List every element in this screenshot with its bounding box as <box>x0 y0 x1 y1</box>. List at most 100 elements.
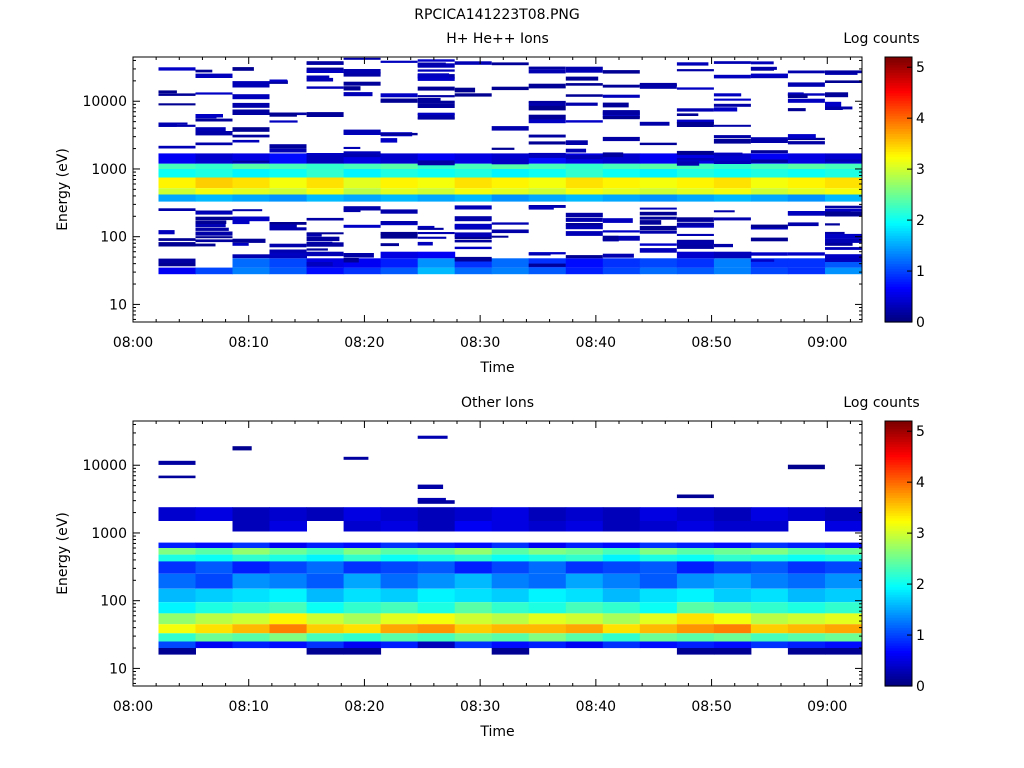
heatmap-cell <box>676 602 715 614</box>
heatmap-cell <box>158 633 196 642</box>
sparse-cell <box>676 244 714 249</box>
colorbar-step <box>885 489 912 493</box>
heatmap-cell <box>750 194 789 202</box>
heatmap-cell <box>787 548 826 555</box>
heatmap-cell <box>676 507 715 521</box>
colorbar-step <box>885 243 912 247</box>
colorbar-step <box>885 632 912 636</box>
heatmap-cell <box>269 573 307 589</box>
heatmap-cell <box>676 633 715 642</box>
sparse-cell <box>417 236 447 239</box>
sparse-cell <box>528 83 566 89</box>
heatmap-cell <box>825 194 863 202</box>
sparse-cell <box>195 69 213 73</box>
heatmap-cell <box>158 177 196 189</box>
sparse-cell <box>306 236 340 242</box>
sparse-cell <box>528 263 566 267</box>
heatmap-cell <box>380 613 419 625</box>
colorbar-step <box>885 421 912 425</box>
sparse-cell <box>232 127 270 132</box>
colorbar-step <box>885 230 912 234</box>
heatmap-cell <box>491 163 530 169</box>
sparse-cell <box>417 86 455 91</box>
colorbar-step <box>885 680 912 685</box>
colorbar-step <box>885 227 912 231</box>
heatmap-cell <box>528 573 567 589</box>
sparse-cell <box>417 241 433 246</box>
sparse-cell <box>491 222 529 225</box>
heatmap-cell <box>306 573 345 589</box>
heatmap-cell <box>639 573 678 589</box>
heatmap-cell <box>417 548 456 555</box>
sparse-cell <box>565 148 587 153</box>
heatmap-cell <box>232 194 270 202</box>
colorbar-step <box>885 612 912 616</box>
sparse-cell <box>454 246 492 250</box>
heatmap-cell <box>565 548 604 555</box>
colorbar-step <box>885 614 912 618</box>
sparse-cell <box>343 456 369 460</box>
heatmap-cell <box>713 602 752 614</box>
colorbar-tick-label: 1 <box>916 264 925 280</box>
heatmap-cell <box>602 588 641 603</box>
heatmap-cell <box>528 267 567 275</box>
heatmap-cell <box>417 542 456 548</box>
sparse-cell <box>787 70 825 74</box>
colorbar-step <box>885 520 912 524</box>
sparse-cell <box>232 446 252 451</box>
heatmap-cell <box>713 163 752 169</box>
heatmap-cell <box>565 177 604 189</box>
heatmap-cell <box>343 554 382 562</box>
colorbar-step <box>885 535 912 539</box>
heatmap-cell <box>195 507 233 521</box>
sparse-cell <box>269 227 307 231</box>
heatmap-cell <box>269 548 307 555</box>
colorbar-step <box>885 115 912 119</box>
heatmap-cell <box>417 153 456 164</box>
sparse-cell <box>195 243 216 247</box>
heatmap-cell <box>269 613 307 625</box>
sparse-cell <box>232 220 250 225</box>
panel-h-he-ions: 08:00 08:10 08:20 08:30 08:40 08:50 09:0010100… <box>55 31 925 376</box>
colorbar-step <box>885 120 912 124</box>
heatmap-cell <box>602 548 641 555</box>
sparse-cell <box>454 87 476 93</box>
sparse-cell <box>676 62 709 66</box>
heatmap-cell <box>491 188 530 195</box>
heatmap-cell <box>713 177 752 189</box>
heatmap-cell <box>195 169 233 178</box>
heatmap-cell <box>232 602 270 614</box>
sparse-cell <box>565 83 603 86</box>
sparse-cell <box>750 73 788 77</box>
colorbar-step <box>885 316 912 321</box>
sparse-cell <box>565 102 598 106</box>
sparse-cell <box>343 71 381 77</box>
heatmap-cell <box>158 602 196 614</box>
heatmap-cell <box>825 507 863 521</box>
colorbar-step <box>885 525 912 529</box>
heatmap-cell <box>380 507 419 521</box>
sparse-cell <box>787 464 825 470</box>
sparse-cell <box>602 70 640 74</box>
sparse-cell <box>713 243 733 248</box>
sparse-cell <box>491 62 529 66</box>
heatmap-cell <box>232 573 270 589</box>
heatmap-cell <box>565 542 604 548</box>
heatmap-cell <box>639 542 678 548</box>
heatmap-cell <box>825 573 863 589</box>
heatmap-cell <box>713 251 752 259</box>
colorbar-step <box>885 497 912 501</box>
heatmap-cell <box>454 188 493 195</box>
heatmap-cell <box>528 602 567 614</box>
heatmap-cell <box>417 613 456 625</box>
heatmap-cell <box>825 561 863 574</box>
heatmap-cell <box>787 258 826 268</box>
sparse-cell <box>269 146 307 149</box>
sparse-cell <box>195 127 226 132</box>
sparse-cell <box>602 152 624 158</box>
heatmap-cell <box>528 554 567 562</box>
heatmap-cell <box>195 588 233 603</box>
sparse-cell <box>306 233 322 237</box>
heatmap-cell <box>380 188 419 195</box>
sparse-cell <box>195 227 229 231</box>
